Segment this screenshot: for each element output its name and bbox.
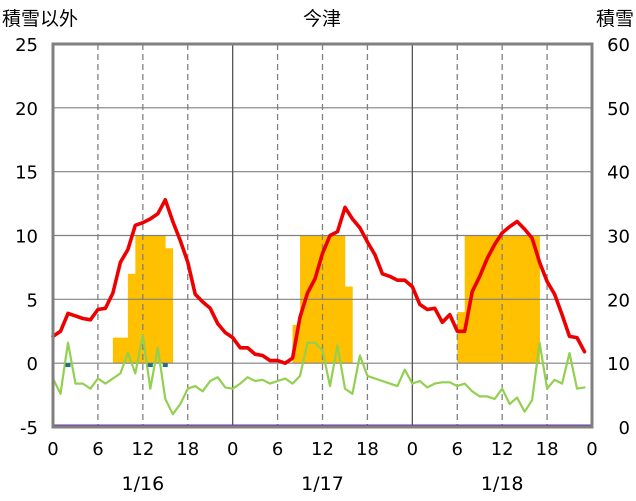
left-tick-label: 15 bbox=[15, 163, 38, 184]
precipitation-bar bbox=[457, 312, 466, 364]
sunshine-mark bbox=[65, 363, 71, 367]
right-tick-label: 60 bbox=[607, 35, 630, 56]
chart-title: 今津 bbox=[303, 8, 341, 30]
left-tick-label: 0 bbox=[27, 354, 38, 375]
x-tick-label: 0 bbox=[586, 439, 597, 460]
right-tick-label: 20 bbox=[607, 290, 630, 311]
right-tick-label: 10 bbox=[607, 354, 630, 375]
x-tick-label: 12 bbox=[491, 439, 514, 460]
left-tick-labels: 25 20 15 10 5 0 -5 bbox=[15, 35, 38, 439]
left-tick-label: 5 bbox=[27, 290, 38, 311]
x-tick-label: 0 bbox=[227, 439, 238, 460]
precipitation-bar bbox=[165, 248, 174, 364]
sunshine-mark bbox=[147, 363, 153, 367]
precipitation-bar bbox=[112, 337, 121, 364]
left-tick-label: 10 bbox=[15, 227, 38, 248]
plot-border bbox=[51, 42, 594, 429]
x-tick-labels: 0 6 12 18 0 6 12 18 0 6 12 18 0 bbox=[47, 439, 597, 460]
sunshine-mark bbox=[162, 363, 168, 367]
precipitation-bar bbox=[344, 286, 353, 364]
x-tick-label: 6 bbox=[92, 439, 103, 460]
x-tick-label: 12 bbox=[311, 439, 334, 460]
x-tick-label: 18 bbox=[356, 439, 379, 460]
right-tick-labels: 60 50 40 30 20 10 0 bbox=[607, 35, 630, 439]
x-tick-label: 6 bbox=[452, 439, 463, 460]
x-tick-label: 18 bbox=[176, 439, 199, 460]
wind-line bbox=[51, 334, 586, 416]
date-label: 1/17 bbox=[301, 473, 344, 495]
right-axis-label: 積雪 bbox=[596, 8, 634, 30]
x-tick-label: 0 bbox=[407, 439, 418, 460]
temperature-line bbox=[51, 198, 587, 366]
plot-frame bbox=[51, 42, 594, 429]
left-tick-label: -5 bbox=[20, 418, 38, 439]
left-tick-label: 20 bbox=[15, 99, 38, 120]
date-label: 1/18 bbox=[481, 473, 524, 495]
x-tick-label: 18 bbox=[536, 439, 559, 460]
date-label: 1/16 bbox=[121, 473, 164, 495]
precipitation-bar bbox=[127, 273, 136, 364]
x-tick-label: 0 bbox=[47, 439, 58, 460]
right-tick-label: 50 bbox=[607, 99, 630, 120]
precipitation-bar bbox=[120, 337, 129, 364]
left-axis-label: 積雪以外 bbox=[2, 8, 78, 30]
right-tick-label: 30 bbox=[607, 227, 630, 248]
right-tick-label: 0 bbox=[619, 418, 630, 439]
right-tick-label: 40 bbox=[607, 163, 630, 184]
left-tick-label: 25 bbox=[15, 35, 38, 56]
grid-lines bbox=[53, 44, 592, 427]
date-labels: 1/16 1/17 1/18 bbox=[121, 473, 523, 495]
x-tick-label: 12 bbox=[131, 439, 154, 460]
x-tick-label: 6 bbox=[272, 439, 283, 460]
